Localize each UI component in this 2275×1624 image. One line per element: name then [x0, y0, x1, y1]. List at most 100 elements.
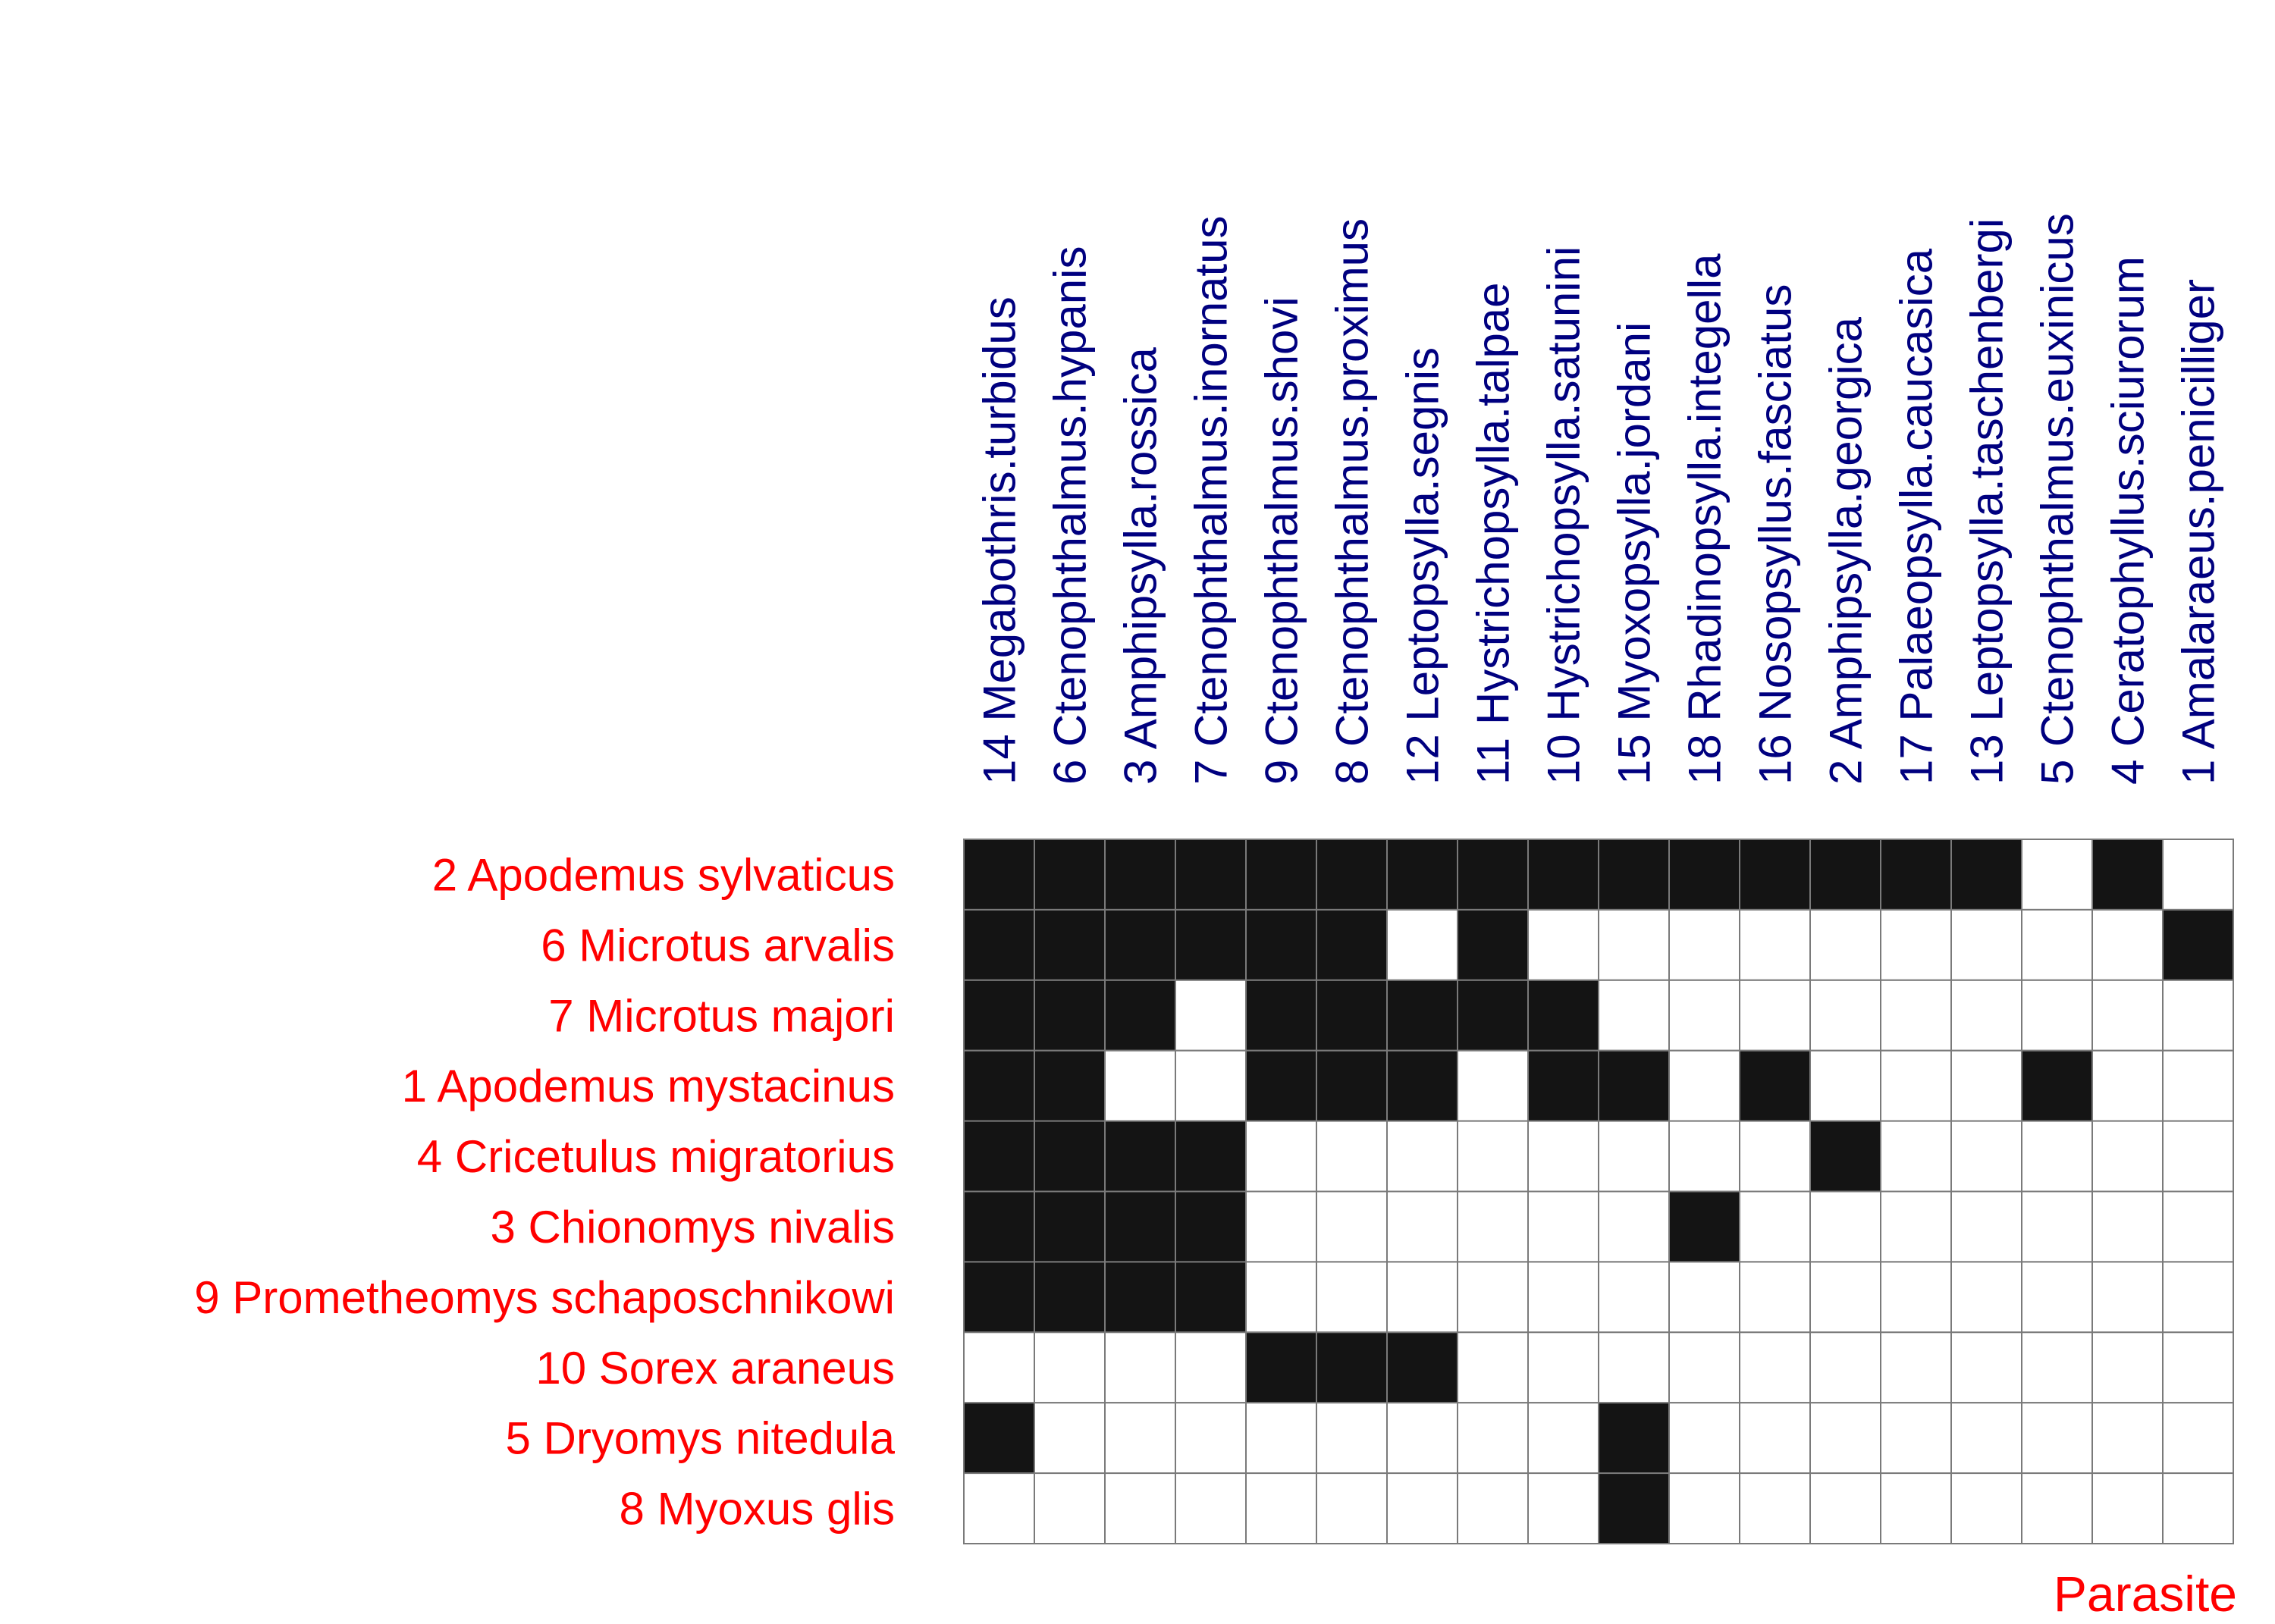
- cell-absent: [1386, 908, 1458, 981]
- column-label: 10 Hystrichopsylla.satunini: [1539, 246, 1589, 785]
- cell-absent: [2021, 1402, 2093, 1475]
- cell-absent: [1034, 1472, 1106, 1544]
- cell-absent: [1880, 1190, 1952, 1263]
- cell-absent: [1104, 1402, 1176, 1475]
- cell-present: [2091, 839, 2164, 911]
- cell-absent: [1386, 1261, 1458, 1334]
- cell-present: [1034, 839, 1106, 911]
- cell-absent: [1527, 1261, 1599, 1334]
- cell-absent: [1527, 1331, 1599, 1404]
- cell-present: [1316, 839, 1388, 911]
- column-label: 7 Ctenophthalmus.inornatus: [1186, 216, 1237, 785]
- cell-present: [1245, 908, 1317, 981]
- cell-present: [1245, 839, 1317, 911]
- cell-absent: [2091, 1472, 2164, 1544]
- cell-present: [963, 1049, 1035, 1122]
- cell-absent: [2162, 1120, 2234, 1193]
- cell-absent: [1739, 1190, 1811, 1263]
- cell-absent: [1175, 1402, 1247, 1475]
- cell-present: [963, 839, 1035, 911]
- cell-absent: [1245, 1472, 1317, 1544]
- cell-absent: [2091, 908, 2164, 981]
- cell-absent: [1457, 1402, 1529, 1475]
- cell-present: [1457, 839, 1529, 911]
- column-label: 17 Palaeopsylla.caucasica: [1891, 248, 1942, 785]
- matrix-cells: [963, 839, 2234, 1544]
- cell-present: [1527, 839, 1599, 911]
- cell-absent: [1809, 1472, 1881, 1544]
- cell-present: [1104, 839, 1176, 911]
- cell-absent: [1527, 1402, 1599, 1475]
- cell-absent: [1175, 979, 1247, 1052]
- cell-absent: [1739, 1472, 1811, 1544]
- cell-absent: [2162, 839, 2234, 911]
- cell-absent: [1668, 1402, 1740, 1475]
- cell-absent: [1950, 1049, 2022, 1122]
- cell-present: [1527, 979, 1599, 1052]
- cell-present: [1175, 1261, 1247, 1334]
- cell-absent: [1034, 1331, 1106, 1404]
- cell-present: [1598, 1472, 1670, 1544]
- cell-absent: [2091, 979, 2164, 1052]
- cell-absent: [1175, 1049, 1247, 1122]
- cell-absent: [1316, 1120, 1388, 1193]
- cell-present: [1457, 908, 1529, 981]
- cell-present: [1034, 1049, 1106, 1122]
- cell-present: [2162, 908, 2234, 981]
- row-label: 1 Apodemus mystacinus: [402, 1061, 895, 1111]
- cell-present: [1386, 1331, 1458, 1404]
- cell-absent: [1386, 1472, 1458, 1544]
- cell-present: [1034, 1190, 1106, 1263]
- cell-absent: [1809, 1331, 1881, 1404]
- cell-absent: [1950, 979, 2022, 1052]
- column-label: 8 Ctenophthalmus.proximus: [1327, 218, 1378, 785]
- cell-absent: [1809, 1049, 1881, 1122]
- cell-absent: [1316, 1261, 1388, 1334]
- cell-present: [1104, 908, 1176, 981]
- row-label: 3 Chionomys nivalis: [490, 1202, 895, 1252]
- cell-absent: [1950, 1402, 2022, 1475]
- parasite-column-labels: 14 Megabothris.turbidus 6 Ctenophthalmus.…: [974, 213, 2224, 785]
- cell-absent: [1386, 1190, 1458, 1263]
- cell-present: [963, 1261, 1035, 1334]
- cell-absent: [2021, 979, 2093, 1052]
- column-label: 9 Ctenophthalmus.shovi: [1257, 296, 1307, 785]
- cell-absent: [1668, 908, 1740, 981]
- cell-absent: [1527, 1472, 1599, 1544]
- cell-present: [1809, 839, 1881, 911]
- cell-present: [1386, 979, 1458, 1052]
- cell-present: [1739, 1049, 1811, 1122]
- cell-present: [1668, 839, 1740, 911]
- cell-absent: [1880, 1049, 1952, 1122]
- cell-absent: [1950, 1190, 2022, 1263]
- cell-absent: [1668, 1120, 1740, 1193]
- cell-absent: [2162, 1049, 2234, 1122]
- cell-absent: [1598, 1120, 1670, 1193]
- cell-present: [963, 1402, 1035, 1475]
- cell-present: [963, 1190, 1035, 1263]
- cell-absent: [1245, 1402, 1317, 1475]
- cell-absent: [1950, 908, 2022, 981]
- column-label: 6 Ctenophthalmus.hypanis: [1045, 246, 1096, 785]
- cell-present: [1739, 839, 1811, 911]
- cell-present: [1668, 1190, 1740, 1263]
- cell-present: [1034, 979, 1106, 1052]
- cell-present: [1245, 979, 1317, 1052]
- cell-absent: [2021, 1190, 2093, 1263]
- cell-absent: [1316, 1472, 1388, 1544]
- cell-absent: [1245, 1120, 1317, 1193]
- cell-absent: [2162, 979, 2234, 1052]
- row-label: 9 Prometheomys schaposchnikowi: [194, 1272, 895, 1323]
- cell-absent: [1386, 1402, 1458, 1475]
- column-label: 12 Leptopsylla.segnis: [1398, 347, 1448, 785]
- cell-absent: [1175, 1331, 1247, 1404]
- cell-absent: [1527, 1120, 1599, 1193]
- cell-absent: [1809, 1190, 1881, 1263]
- cell-absent: [1527, 1190, 1599, 1263]
- cell-absent: [1457, 1261, 1529, 1334]
- cell-absent: [1245, 1261, 1317, 1334]
- cell-present: [1034, 1120, 1106, 1193]
- cell-absent: [1950, 1261, 2022, 1334]
- cell-present: [1598, 1049, 1670, 1122]
